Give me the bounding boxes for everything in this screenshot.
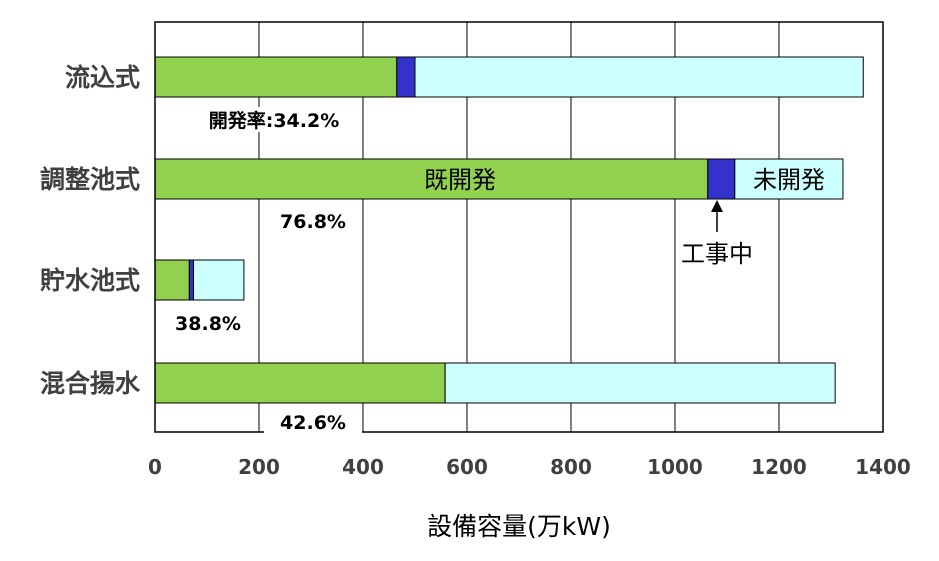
rate-label-background: [190, 107, 358, 132]
developed-segment-label: 既開発: [424, 166, 496, 194]
bar-segment-under-construction: [396, 56, 416, 98]
x-tick-labels: 0 200 400 600 800 1000 1200 1400: [148, 455, 911, 479]
bar-segment-developed: [154, 259, 190, 301]
bar-segment-undeveloped: [192, 259, 245, 301]
development-rate-label: 76.8%: [280, 211, 346, 233]
x-axis-title: 設備容量(万kW): [427, 512, 611, 541]
bar-segment-undeveloped: [414, 56, 864, 98]
bar-segment-under-construction: [188, 259, 194, 301]
bar-segment-developed: [154, 362, 446, 404]
category-label: 混合揚水: [40, 369, 141, 398]
bar-segment-developed: [154, 158, 709, 200]
bar-segment-developed: [154, 56, 398, 98]
construction-arrow-head: [711, 200, 723, 212]
development-rate-label: 42.6%: [280, 412, 346, 434]
rate-label-background: [264, 409, 362, 434]
x-tick-label: 1000: [647, 455, 703, 479]
construction-note: 工事中: [681, 240, 753, 268]
x-tick-label: 600: [446, 455, 488, 479]
x-tick-label: 800: [550, 455, 592, 479]
bars: [154, 56, 864, 404]
category-label: 貯水池式: [40, 266, 140, 295]
plot-border: [154, 21, 884, 433]
x-tick-label: 0: [148, 455, 162, 479]
bar-segment-undeveloped: [734, 158, 844, 200]
x-tick-label: 200: [238, 455, 280, 479]
bar-segment-undeveloped: [444, 362, 836, 404]
x-tick-label: 1200: [751, 455, 807, 479]
undeveloped-segment-label: 未開発: [753, 166, 825, 194]
rate-label-background: [159, 310, 257, 335]
category-label: 調整池式: [40, 165, 140, 194]
development-rate-label: 開発率:34.2%: [209, 109, 340, 132]
rate-label-background: [264, 208, 362, 233]
category-label: 流込式: [65, 63, 140, 92]
bar-segment-under-construction: [707, 158, 736, 200]
x-tick-label: 400: [342, 455, 384, 479]
x-tick-label: 1400: [855, 455, 911, 479]
development-rate-labels: 開発率:34.2% 76.8% 38.8% 42.6%: [159, 107, 362, 434]
development-rate-label: 38.8%: [175, 313, 241, 335]
